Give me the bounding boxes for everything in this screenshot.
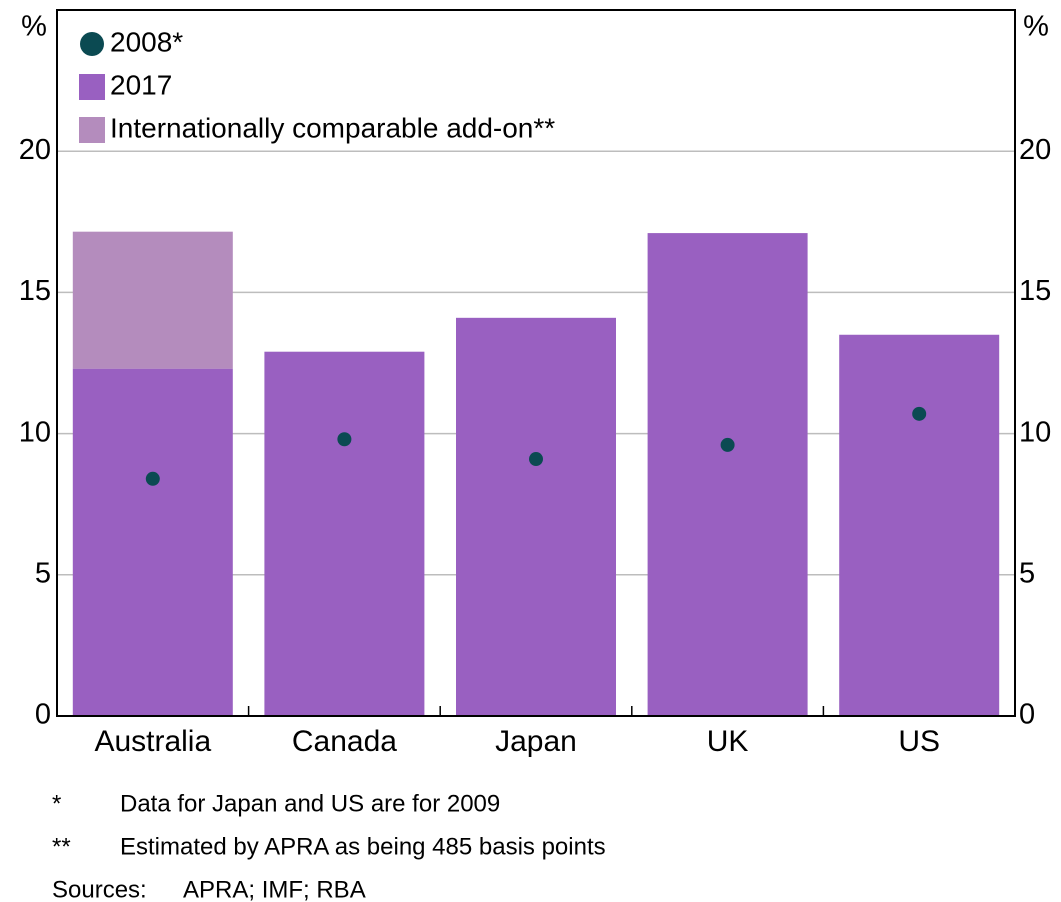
y-tick-label: 15: [19, 275, 51, 307]
legend-swatch: [79, 74, 105, 100]
legend-label: Internationally comparable add-on**: [110, 112, 555, 143]
y2-tick-label: 15: [1019, 275, 1051, 307]
dot: [337, 432, 352, 447]
bar: [456, 317, 616, 716]
y-axis-label: %: [21, 11, 47, 43]
x-tick-label: US: [898, 725, 940, 758]
legend-swatch: [80, 32, 104, 56]
y2-tick-label: 20: [1019, 134, 1051, 166]
bar: [72, 368, 233, 716]
note-mark: **: [52, 833, 71, 860]
y-tick-label: 20: [19, 134, 51, 166]
y2-axis-label: %: [1023, 11, 1049, 43]
plot-frame: [56, 9, 1016, 717]
x-tick-label: Australia: [94, 725, 211, 758]
legend-swatch: [79, 117, 105, 143]
note-text: APRA; IMF; RBA: [183, 876, 366, 902]
bar: [839, 334, 1000, 716]
x-tick-label: UK: [707, 725, 749, 758]
y2-tick-label: 10: [1019, 416, 1051, 448]
bar: [647, 233, 808, 716]
note-text: Data for Japan and US are for 2009: [120, 790, 500, 817]
dot: [145, 471, 160, 486]
x-tick-label: Canada: [292, 725, 397, 758]
note-text: Estimated by APRA as being 485 basis poi…: [120, 833, 606, 860]
bar: [72, 231, 233, 369]
bar: [264, 351, 425, 716]
y-tick-label: 0: [35, 699, 51, 731]
x-tick-label: Japan: [495, 725, 577, 758]
y-tick-label: 10: [19, 416, 51, 448]
legend-label: 2017: [110, 69, 172, 100]
note-mark: *: [52, 790, 61, 817]
note-mark: Sources:: [52, 876, 147, 902]
dot: [529, 452, 543, 467]
legend-label: 2008*: [110, 26, 183, 57]
y-tick-label: 5: [35, 557, 51, 589]
dot: [720, 437, 735, 452]
y2-tick-label: 0: [1019, 699, 1035, 731]
y2-tick-label: 5: [1019, 557, 1035, 589]
dot: [912, 406, 927, 421]
